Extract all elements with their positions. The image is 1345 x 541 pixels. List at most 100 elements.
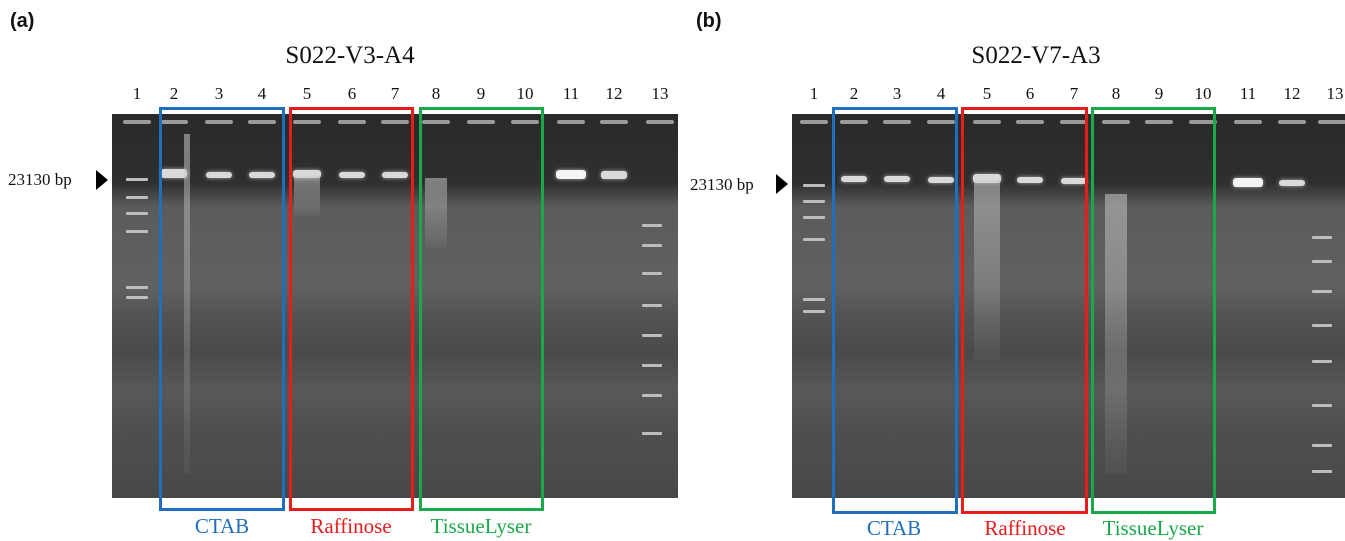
dna-band [601,171,627,179]
gel-well [927,120,955,124]
lane-number: 2 [169,84,179,103]
ladder-band [803,216,825,219]
dna-band [1017,177,1043,183]
dna-band [293,170,321,178]
group-label-tissuelyser: TissueLyser [430,514,532,538]
marker-arrow-icon [776,174,788,194]
tissuelyser-group-box [419,107,544,511]
gel-well [557,120,585,124]
gel-well [1234,120,1262,124]
lane-number: 6 [347,84,357,103]
gel-well [1278,120,1306,124]
gel-well [840,120,868,124]
dna-band [928,177,954,183]
lane-number: 8 [1111,84,1121,103]
lane-number: 3 [214,84,224,103]
dna-band [973,174,1001,183]
raffinose-group-box [961,107,1088,514]
ladder-band [642,224,662,227]
gel-title: S022-V3-A4 [285,42,415,69]
dna-band [382,172,408,178]
gel-well [1060,120,1088,124]
gel-well [381,120,409,124]
gel-well [600,120,628,124]
ladder-band [1312,360,1332,363]
lane-number: 8 [431,84,441,103]
lane-smear [184,134,190,474]
gel-well [205,120,233,124]
ladder-band [126,196,148,199]
lane-number: 11 [1239,84,1257,103]
lane-number: 2 [849,84,859,103]
lane-number: 4 [936,84,946,103]
group-label-ctab: CTAB [194,514,250,538]
lane-number: 13 [651,84,669,103]
lane-number: 10 [1194,84,1212,103]
panel-label: (b) [696,10,722,32]
gel-well [248,120,276,124]
dna-band [841,176,867,182]
ladder-band [1312,290,1332,293]
ladder-band [642,364,662,367]
ladder-band [126,212,148,215]
gel-well [123,120,151,124]
ctab-group-box [159,107,285,511]
ladder-band [803,184,825,187]
ladder-band [1312,324,1332,327]
dna-band [1061,178,1087,184]
dna-band [556,170,586,179]
gel-well [160,120,188,124]
lane-number: 1 [809,84,819,103]
raffinose-group-box [289,107,414,511]
ladder-band [642,394,662,397]
ctab-group-box [832,107,958,514]
lane-smear [1105,194,1127,474]
gel-well [646,120,674,124]
lane-smear [974,180,1000,360]
dna-band [206,172,232,178]
lane-number: 9 [1154,84,1164,103]
ladder-band [642,334,662,337]
gel-well [1016,120,1044,124]
ladder-band [803,298,825,301]
lane-number: 4 [257,84,267,103]
ladder-band [126,286,148,289]
dna-band [249,172,275,178]
lane-number: 5 [982,84,992,103]
lane-number: 7 [1069,84,1079,103]
gel-well [338,120,366,124]
gel-well [973,120,1001,124]
lane-number: 7 [390,84,400,103]
marker-label: 23130 bp [690,175,754,194]
gel-well [293,120,321,124]
lane-number: 11 [562,84,580,103]
gel-well [1145,120,1173,124]
ladder-band [1312,470,1332,473]
ladder-band [642,304,662,307]
ladder-band [1312,444,1332,447]
lane-smear [294,176,320,216]
ladder-band [642,432,662,435]
gel-well [422,120,450,124]
panel-b: (b) S022-V7-A3 1 2 3 4 5 6 7 8 9 10 11 1… [680,0,1345,540]
ladder-band [642,272,662,275]
dna-band [884,176,910,182]
gel-well [1318,120,1345,124]
lane-number: 12 [1283,84,1301,103]
gel-title: S022-V7-A3 [971,42,1101,69]
group-label-raffinose: Raffinose [310,514,392,538]
lane-number: 10 [516,84,534,103]
gel-image [112,114,678,498]
gel-image [792,114,1345,498]
group-label-raffinose: Raffinose [984,516,1066,540]
ladder-band [1312,236,1332,239]
dna-band [161,169,187,178]
ladder-band [126,178,148,181]
group-label-tissuelyser: TissueLyser [1102,516,1204,540]
lane-number: 6 [1025,84,1035,103]
ladder-band [642,244,662,247]
lane-number: 13 [1326,84,1344,103]
lane-number: 1 [132,84,142,103]
panel-label: (a) [10,10,35,32]
ladder-band [803,200,825,203]
